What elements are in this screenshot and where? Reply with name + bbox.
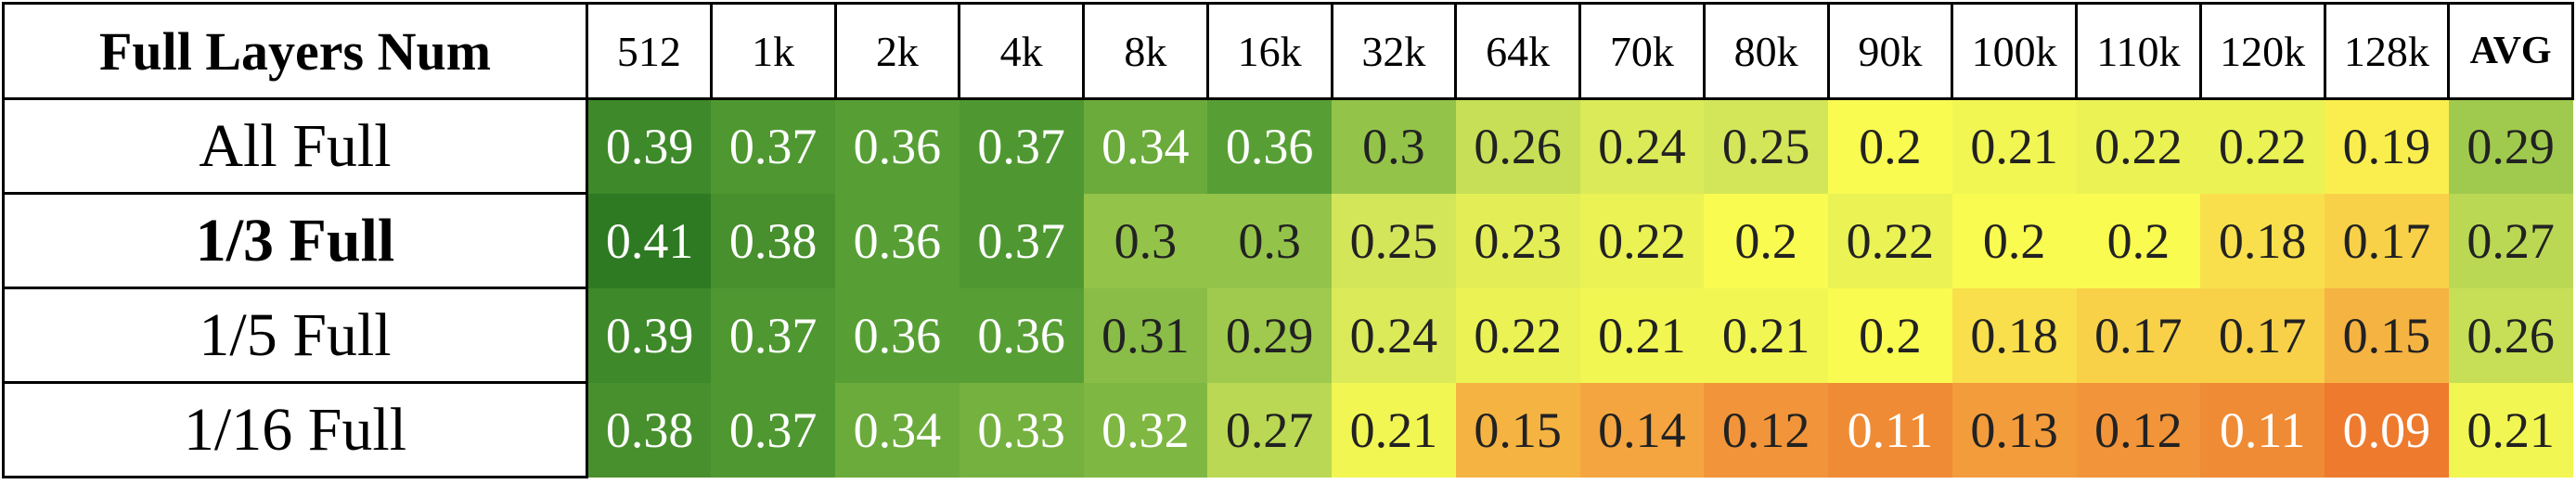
column-header: 8k [1082,2,1209,100]
column-header: 64k [1454,2,1581,100]
column-header: 110k [2075,2,2202,100]
heatmap-cell: 0.21 [2448,382,2573,478]
heatmap-cell: 0.38 [711,193,835,288]
header-row: Full Layers Num 512 1k 2k 4k 8k 16k 32k 64k 70k 8… [2,2,2574,100]
heatmap-cell: 0.3 [1332,98,1456,194]
heatmap-cell: 0.36 [959,287,1084,383]
heatmap-cell: 0.31 [1083,287,1208,383]
table-head: Full Layers Num 512 1k 2k 4k 8k 16k 32k 64k 70k 8… [2,2,2574,100]
heatmap-cell: 0.22 [1455,287,1580,383]
column-header: 80k [1702,2,1830,100]
column-header: 512 [586,2,713,100]
heatmap-cell: 0.38 [586,382,712,478]
column-header: 16k [1205,2,1333,100]
table-body: All Full 0.39 0.37 0.36 0.37 0.34 0.36 0.3 0.26 0… [2,97,2573,478]
heatmap-cell: 0.29 [1207,287,1332,383]
heatmap-cell: 0.37 [959,98,1084,194]
heatmap-cell: 0.23 [1455,193,1580,288]
heatmap-cell: 0.36 [835,193,960,288]
column-header: 90k [1826,2,1954,100]
heatmap-cell: 0.37 [711,382,835,478]
heatmap-cell: 0.36 [835,287,960,383]
heatmap-cell: 0.21 [1951,98,2077,194]
heatmap-cell: 0.18 [1951,287,2077,383]
heatmap-cell: 0.22 [2076,98,2201,194]
heatmap-cell: 0.22 [2200,98,2325,194]
heatmap-cell: 0.2 [1704,193,1828,288]
heatmap-cell: 0.33 [959,382,1084,478]
heatmap-cell: 0.21 [1579,287,1705,383]
heatmap-cell: 0.36 [835,98,960,194]
heatmap-cell: 0.09 [2325,382,2449,478]
column-header: 32k [1330,2,1458,100]
heatmap-cell: 0.21 [1332,382,1456,478]
heatmap-cell: 0.12 [1704,382,1828,478]
table-row: 1/5 Full 0.39 0.37 0.36 0.36 0.31 0.29 0.24 0.22… [2,287,2573,384]
table-row: 1/3 Full 0.41 0.38 0.36 0.37 0.3 0.3 0.25 0.23 0.… [2,192,2573,289]
heatmap-cell: 0.39 [586,287,712,383]
heatmap-cell: 0.13 [1951,382,2077,478]
heatmap-cell: 0.34 [835,382,960,478]
heatmap-cell: 0.22 [1579,193,1705,288]
heatmap-cell: 0.25 [1704,98,1828,194]
heatmap-cell: 0.12 [2076,382,2201,478]
heatmap-cell: 0.29 [2448,98,2573,194]
heatmap-table: Full Layers Num 512 1k 2k 4k 8k 16k 32k 64k 70k 8… [2,2,2574,478]
heatmap-cell: 0.17 [2076,287,2201,383]
heatmap-cell: 0.2 [2076,193,2201,288]
heatmap-cell: 0.37 [711,98,835,194]
column-header: 1k [709,2,837,100]
column-header: 100k [1951,2,2078,100]
heatmap-cell: 0.39 [586,98,712,194]
heatmap-cell: 0.19 [2325,98,2449,194]
row-label: 1/16 Full [2,381,588,478]
heatmap-cell: 0.27 [2448,193,2573,288]
table-row: All Full 0.39 0.37 0.36 0.37 0.34 0.36 0.3 0.26 0… [2,97,2573,195]
heatmap-cell: 0.15 [2325,287,2449,383]
column-header: 128k [2323,2,2451,100]
column-header: 70k [1578,2,1706,100]
heatmap-cell: 0.37 [959,193,1084,288]
corner-header: Full Layers Num [2,2,588,100]
heatmap-cell: 0.22 [1828,193,1952,288]
heatmap-cell: 0.18 [2200,193,2325,288]
heatmap-cell: 0.41 [586,193,712,288]
heatmap-cell: 0.32 [1083,382,1208,478]
column-header: AVG [2447,2,2574,100]
heatmap-cell: 0.3 [1207,193,1332,288]
heatmap-cell: 0.2 [1828,98,1952,194]
heatmap-cell: 0.2 [1951,193,2077,288]
heatmap-cell: 0.11 [1828,382,1952,478]
row-label: All Full [2,97,588,195]
heatmap-cell: 0.27 [1207,382,1332,478]
heatmap-cell: 0.36 [1207,98,1332,194]
column-header: 120k [2198,2,2326,100]
heatmap-cell: 0.21 [1704,287,1828,383]
column-header: 2k [833,2,961,100]
row-label: 1/3 Full [2,192,588,289]
heatmap-cell: 0.24 [1332,287,1456,383]
heatmap-cell: 0.26 [2448,287,2573,383]
heatmap-cell: 0.3 [1083,193,1208,288]
column-header: 4k [958,2,1085,100]
heatmap-cell: 0.2 [1828,287,1952,383]
heatmap-cell: 0.26 [1455,98,1580,194]
heatmap-cell: 0.17 [2325,193,2449,288]
heatmap-cell: 0.24 [1579,98,1705,194]
heatmap-cell: 0.17 [2200,287,2325,383]
heatmap-cell: 0.34 [1083,98,1208,194]
heatmap-cell: 0.11 [2200,382,2325,478]
heatmap-cell: 0.14 [1579,382,1705,478]
heatmap-cell: 0.25 [1332,193,1456,288]
heatmap-cell: 0.15 [1455,382,1580,478]
row-label: 1/5 Full [2,287,588,384]
table-row: 1/16 Full 0.38 0.37 0.34 0.33 0.32 0.27 0.21 0.1… [2,381,2573,478]
heatmap-cell: 0.37 [711,287,835,383]
